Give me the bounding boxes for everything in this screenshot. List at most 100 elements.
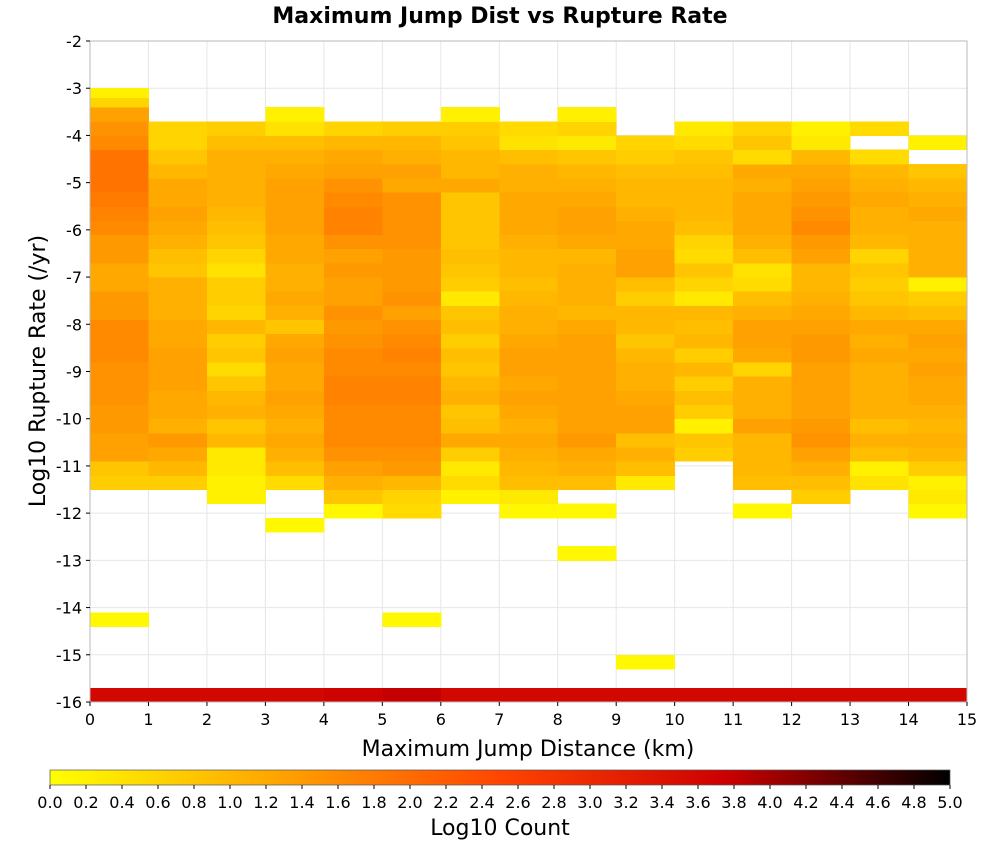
heatmap-cell bbox=[908, 489, 968, 505]
heatmap-cell bbox=[791, 376, 851, 391]
heatmap-cell bbox=[908, 206, 968, 221]
heatmap-cell bbox=[908, 503, 968, 519]
colorbar-tick-label: 1.2 bbox=[253, 793, 278, 812]
heatmap-cell bbox=[90, 447, 149, 462]
colorbar-tick-label: 1.0 bbox=[217, 793, 242, 812]
heatmap-cell bbox=[674, 347, 734, 363]
y-tick-label: -16 bbox=[56, 693, 82, 712]
heatmap-cell bbox=[616, 418, 676, 434]
heatmap-cell bbox=[265, 517, 325, 533]
heatmap-cell bbox=[616, 319, 676, 335]
heatmap-cell bbox=[557, 262, 617, 278]
heatmap-cell bbox=[382, 192, 442, 207]
heatmap-cell bbox=[148, 177, 208, 193]
heatmap-cell bbox=[674, 177, 734, 193]
heatmap-cell bbox=[265, 177, 325, 193]
heatmap-cell bbox=[791, 475, 851, 491]
heatmap-cell bbox=[499, 319, 559, 335]
heatmap-cell bbox=[616, 135, 676, 151]
y-tick-label: -12 bbox=[56, 504, 82, 523]
heatmap-cell bbox=[206, 432, 266, 448]
colorbar-tick-label: 3.0 bbox=[577, 793, 602, 812]
heatmap-cell bbox=[440, 121, 500, 136]
x-tick-label: 14 bbox=[898, 710, 918, 729]
heatmap-cell bbox=[323, 362, 383, 377]
y-tick-label: -6 bbox=[66, 221, 82, 240]
heatmap-cell bbox=[265, 305, 325, 321]
heatmap-cell bbox=[908, 220, 968, 236]
heatmap-cell bbox=[850, 461, 910, 476]
colorbar-tick-label: 4.0 bbox=[757, 793, 782, 812]
heatmap-cell bbox=[90, 206, 149, 221]
heatmap-cell bbox=[616, 192, 676, 207]
heatmap-cell bbox=[733, 362, 793, 377]
colorbar bbox=[49, 769, 951, 786]
heatmap-cell bbox=[323, 121, 383, 136]
heatmap-cell bbox=[499, 390, 559, 406]
heatmap-cell bbox=[499, 206, 559, 221]
heatmap-cell bbox=[265, 418, 325, 434]
heatmap-cell bbox=[557, 248, 617, 264]
colorbar-tick-label: 1.8 bbox=[361, 793, 386, 812]
heatmap-cell bbox=[557, 192, 617, 207]
heatmap-cell bbox=[908, 163, 968, 179]
heatmap-cell bbox=[440, 192, 500, 207]
heatmap-cell bbox=[90, 432, 149, 448]
heatmap-cell bbox=[323, 262, 383, 278]
heatmap-cell bbox=[674, 234, 734, 250]
colorbar-tick-label: 4.2 bbox=[793, 793, 818, 812]
heatmap-cell bbox=[265, 362, 325, 377]
heatmap-cell bbox=[616, 291, 676, 306]
heatmap-cell bbox=[90, 88, 149, 99]
heatmap-cell bbox=[791, 687, 851, 703]
heatmap-cell bbox=[206, 319, 266, 335]
heatmap-cell bbox=[850, 248, 910, 264]
heatmap-cell bbox=[616, 248, 676, 264]
heatmap-cell bbox=[616, 305, 676, 321]
heatmap-cell bbox=[148, 277, 208, 292]
heatmap-cell bbox=[733, 262, 793, 278]
heatmap-cell bbox=[674, 135, 734, 151]
heatmap-cell bbox=[90, 333, 149, 349]
heatmap-cell bbox=[265, 404, 325, 420]
heatmap-cell bbox=[382, 121, 442, 136]
heatmap-cell bbox=[850, 404, 910, 420]
heatmap-cell bbox=[440, 291, 500, 306]
heatmap-cell bbox=[90, 404, 149, 420]
heatmap-cell bbox=[850, 475, 910, 491]
heatmap-cell bbox=[206, 149, 266, 165]
heatmap-cell bbox=[557, 177, 617, 193]
colorbar-tick-label: 3.4 bbox=[649, 793, 674, 812]
heatmap-cell bbox=[440, 333, 500, 349]
heatmap-cell bbox=[908, 404, 968, 420]
heatmap-cell bbox=[148, 262, 208, 278]
heatmap-cell bbox=[382, 291, 442, 306]
heatmap-cell bbox=[90, 248, 149, 264]
heatmap-cell bbox=[90, 347, 149, 363]
heatmap-cell bbox=[323, 432, 383, 448]
heatmap-cell bbox=[791, 489, 851, 505]
heatmap-cell bbox=[90, 612, 149, 627]
heatmap-cell bbox=[557, 461, 617, 476]
heatmap-cell bbox=[850, 192, 910, 207]
heatmap-cell bbox=[674, 192, 734, 207]
heatmap-cell bbox=[148, 248, 208, 264]
heatmap-cell bbox=[148, 333, 208, 349]
heatmap-cell bbox=[616, 687, 676, 703]
heatmap-cell bbox=[90, 376, 149, 391]
heatmap-cell bbox=[908, 248, 968, 264]
heatmap-cell bbox=[557, 447, 617, 462]
heatmap-cell bbox=[148, 475, 208, 491]
heatmap-cell bbox=[323, 192, 383, 207]
colorbar-label: Log10 Count bbox=[430, 816, 570, 841]
heatmap-cell bbox=[499, 418, 559, 434]
heatmap-cell bbox=[557, 404, 617, 420]
heatmap-cell bbox=[323, 177, 383, 193]
heatmap-cell bbox=[733, 687, 793, 703]
heatmap-cell bbox=[206, 418, 266, 434]
heatmap-cell bbox=[382, 163, 442, 179]
heatmap-cell bbox=[265, 333, 325, 349]
heatmap-cell bbox=[382, 262, 442, 278]
y-tick-label: -10 bbox=[56, 410, 82, 429]
chart-title: Maximum Jump Dist vs Rupture Rate bbox=[272, 4, 727, 29]
